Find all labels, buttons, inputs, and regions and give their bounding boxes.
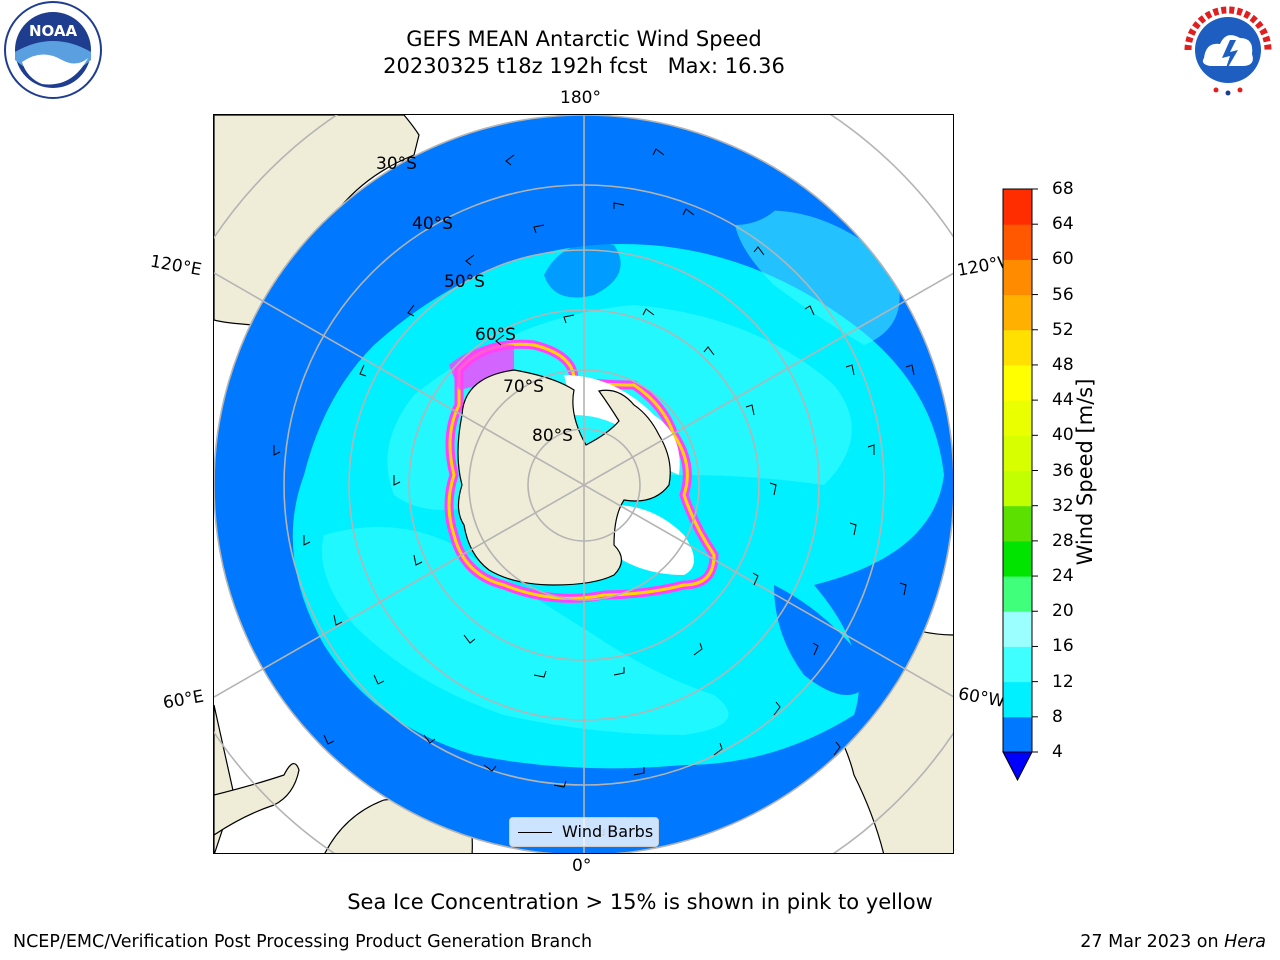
colorbar-segment bbox=[1003, 470, 1032, 507]
colorbar-segment bbox=[1003, 259, 1032, 296]
lat-label-40s: 40°S bbox=[412, 214, 453, 234]
colorbar-tick-label: 68 bbox=[1052, 179, 1074, 199]
colorbar-svg bbox=[1002, 188, 1038, 782]
colorbar-tick-label: 32 bbox=[1052, 495, 1074, 516]
colorbar-tick-label: 52 bbox=[1052, 319, 1074, 340]
colorbar-tick-label: 4 bbox=[1052, 742, 1063, 762]
map-title: GEFS MEAN Antarctic Wind Speed bbox=[406, 27, 762, 51]
noaa-logo: NOAA bbox=[2, 0, 104, 104]
map-subtitle: 20230325 t18z 192h fcst Max: 16.36 bbox=[383, 54, 785, 78]
wind-barbs-legend: Wind Barbs bbox=[509, 817, 659, 847]
lat-label-60s: 60°S bbox=[475, 325, 516, 345]
lat-label-30s: 30°S bbox=[376, 154, 417, 174]
colorbar-segment bbox=[1003, 646, 1032, 683]
colorbar-segment bbox=[1003, 576, 1032, 612]
footer-date: 27 Mar 2023 on Hera bbox=[1080, 932, 1266, 952]
legend-label: Wind Barbs bbox=[562, 822, 654, 841]
wind-barbs bbox=[273, 148, 915, 836]
colorbar-segment bbox=[1003, 364, 1032, 401]
map-panel[interactable]: 30°S 40°S 50°S 60°S 70°S 80°S bbox=[213, 114, 954, 854]
colorbar-segment bbox=[1003, 505, 1032, 542]
lon-label-120e: 120°E bbox=[148, 251, 204, 281]
lat-label-80s: 80°S bbox=[532, 426, 573, 446]
colorbar-tick-label: 48 bbox=[1052, 354, 1074, 375]
graticule bbox=[214, 115, 953, 853]
colorbar-segment bbox=[1003, 716, 1032, 753]
footer-branch: NCEP/EMC/Verification Post Processing Pr… bbox=[13, 932, 593, 952]
colorbar-segment bbox=[1003, 329, 1032, 366]
polar-map-svg: 30°S 40°S 50°S 60°S 70°S 80°S bbox=[214, 115, 953, 853]
colorbar-label: Wind Speed [m/s] bbox=[1073, 378, 1097, 566]
colorbar-segment bbox=[1003, 681, 1032, 718]
lon-label-0: 0° bbox=[572, 856, 592, 876]
colorbar-tick-label: 40 bbox=[1052, 425, 1074, 446]
colorbar-tick-label: 56 bbox=[1052, 284, 1074, 305]
madagascar bbox=[214, 763, 300, 836]
colorbar-tick-label: 64 bbox=[1052, 214, 1074, 235]
lat-label-70s: 70°S bbox=[503, 377, 544, 397]
colorbar-tick-label: 16 bbox=[1052, 636, 1074, 657]
lon-label-60w: 60°W bbox=[956, 684, 1007, 712]
lon-label-60e: 60°E bbox=[161, 686, 206, 714]
colorbar-tick-label: 12 bbox=[1052, 671, 1074, 692]
colorbar-tick-label: 28 bbox=[1052, 530, 1074, 551]
antarctica bbox=[457, 369, 671, 586]
colorbar-segment bbox=[1003, 400, 1032, 436]
colorbar-segment bbox=[1003, 435, 1032, 471]
noaa-logo-text: NOAA bbox=[29, 22, 78, 40]
sea-ice-note: Sea Ice Concentration > 15% is shown in … bbox=[347, 890, 933, 914]
colorbar-tick-label: 60 bbox=[1052, 249, 1074, 270]
lon-label-180: 180° bbox=[560, 88, 601, 108]
colorbar-tick-label: 44 bbox=[1052, 390, 1074, 411]
colorbar-segment bbox=[1003, 189, 1032, 225]
legend-line-icon bbox=[518, 832, 552, 833]
footer-date-text: 27 Mar 2023 on bbox=[1080, 932, 1225, 952]
colorbar-tick-label: 20 bbox=[1052, 601, 1074, 622]
colorbar-segment bbox=[1003, 224, 1032, 260]
colorbar-tick-label: 8 bbox=[1052, 706, 1063, 727]
footer-host: Hera bbox=[1224, 932, 1266, 952]
colorbar-tick-label: 24 bbox=[1052, 566, 1074, 587]
colorbar-under-triangle bbox=[1002, 751, 1033, 782]
colorbar-segment bbox=[1003, 611, 1032, 647]
colorbar-segment bbox=[1003, 540, 1032, 577]
nws-logo bbox=[1176, 0, 1280, 104]
colorbar-tick-label: 36 bbox=[1052, 460, 1074, 481]
lat-label-50s: 50°S bbox=[444, 272, 485, 292]
colorbar bbox=[1000, 186, 1040, 790]
colorbar-segment bbox=[1003, 294, 1032, 331]
